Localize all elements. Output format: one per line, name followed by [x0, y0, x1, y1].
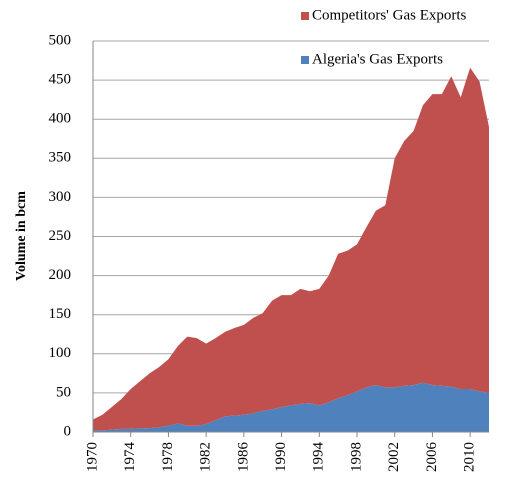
area: [93, 67, 489, 431]
x-tick-label: 2006: [424, 442, 440, 473]
y-tick-label: 300: [49, 189, 72, 205]
y-tick-label: 350: [49, 150, 72, 166]
x-tick-label: 1970: [84, 442, 100, 472]
area: [93, 382, 489, 432]
y-tick-label: 100: [49, 345, 72, 361]
y-tick-label: 0: [64, 423, 72, 439]
y-tick-label: 50: [56, 384, 71, 400]
x-tick-label: 2010: [462, 442, 478, 472]
legend-label: Competitors' Gas Exports: [312, 7, 467, 23]
x-tick-label: 1974: [122, 442, 138, 473]
y-tick-label: 200: [49, 267, 72, 283]
y-axis-label: Volume in bcm: [14, 191, 29, 281]
x-tick-label: 1994: [311, 442, 327, 473]
legend-label: Algeria's Gas Exports: [312, 51, 443, 67]
x-tick-label: 1990: [273, 442, 289, 472]
y-tick-label: 400: [49, 111, 72, 127]
y-tick-label: 500: [49, 32, 72, 48]
legend-swatch: [301, 12, 309, 20]
y-tick-label: 150: [49, 306, 72, 322]
legend-swatch: [301, 56, 309, 64]
y-tick-label: 450: [49, 72, 72, 88]
x-tick-label: 1978: [160, 442, 176, 472]
x-tick-label: 1998: [348, 442, 364, 472]
x-tick-label: 1986: [235, 442, 251, 473]
x-tick-label: 1982: [198, 442, 214, 472]
x-tick-label: 2002: [386, 442, 402, 472]
y-tick-label: 250: [49, 228, 72, 244]
